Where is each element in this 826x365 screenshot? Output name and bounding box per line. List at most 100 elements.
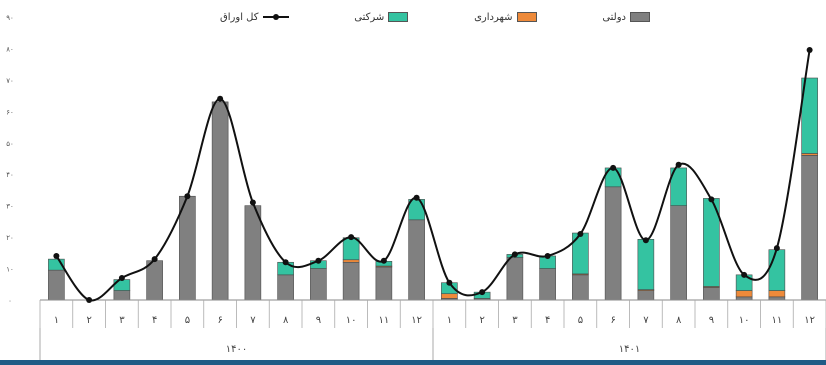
- total-point: [380, 257, 387, 264]
- x-tick-label: ۸: [676, 315, 682, 326]
- legend-label-municipal: شهرداری: [474, 11, 513, 23]
- total-line: [55, 49, 811, 302]
- group-label: ۱۴۰۰: [226, 344, 247, 355]
- bar-segment: [768, 249, 786, 291]
- total-point: [118, 274, 125, 281]
- bar-segment: [604, 186, 622, 301]
- y-tick-label: ۲۰: [6, 234, 14, 242]
- total-point: [413, 194, 420, 201]
- legend-swatch-corporate: [388, 12, 409, 22]
- x-tick-label: ۶: [610, 315, 615, 326]
- group-label: ۱۴۰۱: [619, 344, 640, 355]
- bar-segment: [539, 268, 556, 301]
- total-point: [53, 252, 60, 259]
- total-point: [184, 193, 191, 200]
- total-point: [675, 161, 682, 168]
- x-tick-label: ۷: [250, 315, 256, 326]
- x-tick-label: ۸: [283, 315, 289, 326]
- bar-segment: [670, 167, 687, 206]
- x-tick-label: ۳: [119, 315, 125, 326]
- y-tick-label: ۳۰: [6, 203, 14, 211]
- x-tick-label: ۴: [545, 315, 550, 326]
- total-point: [446, 279, 453, 286]
- total-point: [348, 234, 355, 241]
- bar-segment: [211, 101, 229, 301]
- x-tick-label: ۱۱: [772, 315, 783, 326]
- legend-item-total: کل اوراق: [220, 12, 289, 23]
- y-tick-label: ۱۰: [6, 266, 14, 274]
- total-point: [577, 230, 584, 237]
- bar-segment: [342, 237, 360, 261]
- x-tick-label: ۵: [185, 315, 190, 326]
- bar-segment: [146, 260, 163, 301]
- bar-segment: [506, 257, 524, 301]
- bar-segment: [441, 293, 458, 299]
- bar-segment: [342, 259, 360, 263]
- x-tick-label: ۱۲: [411, 315, 422, 326]
- total-point: [151, 256, 158, 263]
- x-tick-label: ۲: [479, 315, 484, 326]
- x-tick-label: ۹: [709, 315, 714, 326]
- legend-swatch-municipal: [516, 12, 537, 22]
- x-tick-label: ۱۱: [379, 315, 390, 326]
- total-point: [806, 47, 813, 54]
- bar-segment: [342, 261, 360, 301]
- y-tick-label: ۸۰: [6, 45, 14, 53]
- total-point: [282, 259, 289, 266]
- total-point: [217, 95, 224, 102]
- x-tick-label: ۱: [54, 315, 59, 326]
- total-point: [249, 199, 256, 206]
- bar-segment: [801, 155, 818, 301]
- x-tick-label: ۱۰: [739, 315, 750, 326]
- bottom-bar: [0, 360, 826, 365]
- legend-label-total: کل اوراق: [220, 11, 259, 23]
- x-tick-label: ۲: [86, 315, 91, 326]
- y-tick-label: ۷۰: [6, 77, 14, 85]
- x-tick-label: ۱: [447, 315, 452, 326]
- bar-segment: [768, 290, 786, 298]
- x-tick-label: ۷: [643, 315, 649, 326]
- y-tick-label: ۶۰: [6, 108, 14, 116]
- bar-segment: [244, 205, 262, 301]
- legend-swatch-government: [630, 12, 650, 22]
- y-tick-label: ۹۰: [6, 14, 14, 22]
- bar-segment: [637, 239, 655, 290]
- legend-item-corporate: شرکتی: [354, 11, 409, 23]
- bar-segment: [801, 77, 818, 154]
- total-point: [86, 297, 93, 303]
- bar-segment: [572, 274, 589, 301]
- legend-label-corporate: شرکتی: [354, 11, 385, 23]
- total-point: [773, 245, 780, 252]
- bar-segment: [637, 290, 655, 301]
- bar-segment: [703, 287, 720, 301]
- total-point: [708, 196, 715, 203]
- total-point: [511, 251, 518, 258]
- bar-segment: [48, 258, 65, 271]
- total-point: [544, 252, 551, 259]
- x-tick-label: ۳: [512, 315, 518, 326]
- bar-segment: [277, 274, 294, 301]
- total-point: [741, 271, 748, 278]
- total-point: [610, 164, 617, 171]
- legend-item-municipal: شهرداری: [474, 11, 537, 23]
- bar-segment: [670, 205, 687, 301]
- total-point: [315, 257, 322, 264]
- bar-segment: [735, 290, 753, 298]
- legend: دولتی شهرداری شرکتی کل اوراق: [220, 8, 650, 26]
- bar-segment: [408, 219, 425, 301]
- y-tick-label: ۰: [8, 297, 12, 305]
- bar-segment: [113, 290, 131, 301]
- x-tick-label: ۱۰: [346, 315, 357, 326]
- x-tick-label: ۱۲: [804, 315, 815, 326]
- legend-label-government: دولتی: [602, 11, 626, 23]
- y-tick-label: ۵۰: [6, 140, 14, 148]
- x-tick-label: ۴: [152, 315, 157, 326]
- legend-item-government: دولتی: [602, 12, 650, 23]
- x-tick-label: ۹: [316, 315, 321, 326]
- x-tick-label: ۶: [217, 315, 222, 326]
- x-tick-label: ۵: [578, 315, 583, 326]
- y-tick-label: ۴۰: [6, 171, 14, 179]
- bar-segment: [310, 268, 327, 301]
- bar-segment: [48, 269, 65, 301]
- total-point: [479, 289, 486, 296]
